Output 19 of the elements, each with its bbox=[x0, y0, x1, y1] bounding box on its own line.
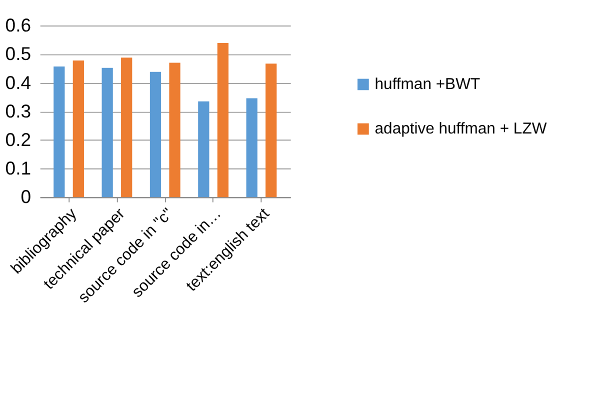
legend-label: adaptive huffman + LZW bbox=[374, 120, 547, 138]
y-tick-label: 0.5 bbox=[5, 43, 32, 64]
bar bbox=[150, 72, 162, 198]
bar bbox=[54, 66, 65, 198]
y-tick-label: 0.1 bbox=[5, 158, 32, 179]
bar bbox=[246, 98, 258, 198]
bar bbox=[169, 62, 180, 198]
y-tick-label: 0.6 bbox=[5, 14, 32, 36]
bar bbox=[217, 43, 228, 198]
y-tick-label: 0.3 bbox=[5, 100, 32, 122]
y-tick-label: 0.2 bbox=[5, 129, 32, 150]
bar bbox=[72, 60, 84, 198]
bar bbox=[266, 64, 277, 198]
y-tick-label: 0.4 bbox=[5, 72, 32, 93]
y-tick-label: 0 bbox=[20, 186, 32, 208]
bar bbox=[198, 101, 210, 198]
legend-label: huffman +BWT bbox=[374, 76, 480, 94]
bar bbox=[102, 68, 113, 198]
bar bbox=[121, 58, 132, 198]
